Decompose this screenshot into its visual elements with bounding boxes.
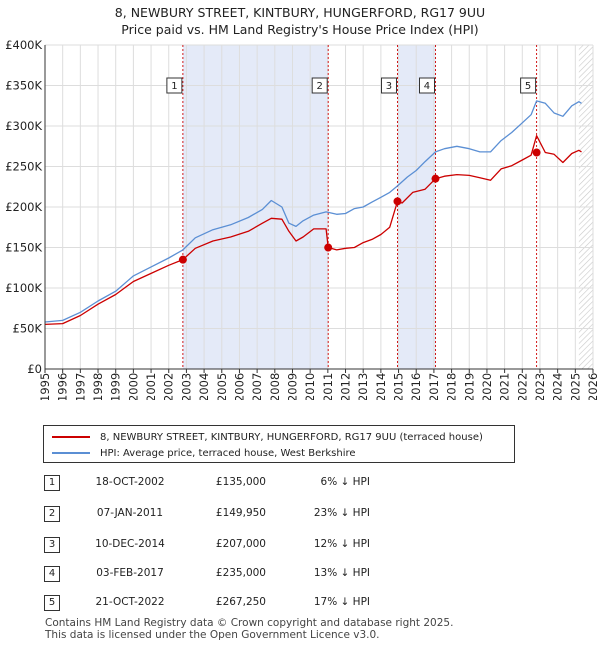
transaction-date: 10-DEC-2014 [95, 538, 165, 550]
x-tick-label: 2007 [250, 373, 264, 400]
chart-subtitle: Price paid vs. HM Land Registry's House … [121, 22, 479, 37]
footer: Contains HM Land Registry data © Crown c… [45, 617, 453, 641]
transaction-row: 1 18-OCT-2002 £135,000 6% ↓ HPI [0, 473, 600, 493]
transaction-row: 5 21-OCT-2022 £267,250 17% ↓ HPI [0, 593, 600, 613]
transaction-hpi: 13% ↓ HPI [313, 567, 370, 579]
x-tick-label: 2013 [356, 373, 370, 400]
transaction-date: 07-JAN-2011 [96, 507, 164, 519]
footer-copyright: Contains HM Land Registry data © Crown c… [45, 617, 454, 629]
sale-label-box [418, 77, 435, 94]
transaction-row: 3 10-DEC-2014 £207,000 12% ↓ HPI [0, 535, 600, 555]
transaction-price: £207,000 [215, 538, 266, 550]
chart-legend: 8, NEWBURY STREET, KINTBURY, HUNGERFORD,… [43, 425, 515, 463]
x-tick-label: 2006 [232, 373, 246, 400]
transaction-row: 2 07-JAN-2011 £149,950 23% ↓ HPI [0, 504, 600, 524]
transaction-row: 4 03-FEB-2017 £235,000 13% ↓ HPI [0, 564, 600, 584]
sale-point [532, 148, 541, 157]
x-tick-label: 2020 [480, 373, 494, 400]
sale-point [324, 243, 333, 252]
sale-label-box [520, 77, 537, 94]
sale-label-box [311, 77, 328, 94]
x-tick-label: 1998 [91, 373, 105, 400]
chart-title: 8, NEWBURY STREET, KINTBURY, HUNGERFORD,… [114, 5, 486, 20]
x-tick-label: 2021 [498, 373, 512, 400]
x-tick-label: 2000 [126, 373, 140, 400]
transaction-hpi: 12% ↓ HPI [313, 538, 370, 550]
y-tick-label: £300K [5, 119, 42, 133]
sale-label-text: 5 [525, 81, 531, 92]
transaction-price: £135,000 [215, 476, 266, 488]
sale-label-box [380, 77, 397, 94]
transaction-number: 1 [44, 475, 60, 491]
transaction-number: 3 [44, 537, 60, 553]
x-tick-label: 2026 [586, 373, 600, 400]
y-tick-label: £350K [5, 79, 42, 93]
transaction-number: 4 [44, 566, 60, 582]
y-tick-label: £100K [5, 281, 42, 295]
transaction-date: 03-FEB-2017 [96, 567, 164, 579]
sale-point [431, 174, 440, 183]
x-tick-label: 2024 [551, 373, 565, 400]
hpi-line [45, 100, 582, 323]
x-tick-label: 2018 [445, 373, 459, 400]
x-tick-label: 1997 [73, 373, 87, 400]
x-tick-label: 2009 [285, 373, 299, 400]
x-tick-label: 2011 [321, 373, 335, 400]
transaction-date: 21-OCT-2022 [95, 596, 165, 608]
sale-label-text: 1 [171, 81, 177, 92]
sale-point [178, 255, 187, 264]
x-tick-label: 2012 [339, 373, 353, 400]
footer-licence: This data is licensed under the Open Gov… [45, 629, 380, 641]
transaction-hpi: 17% ↓ HPI [313, 596, 370, 608]
x-tick-label: 2023 [533, 373, 547, 400]
x-tick-label: 2005 [215, 373, 229, 400]
y-tick-label: £400K [5, 38, 42, 52]
x-tick-label: 2014 [374, 373, 388, 400]
y-tick-label: £50K [13, 322, 43, 336]
x-tick-label: 2001 [144, 373, 158, 400]
x-tick-label: 2010 [303, 373, 317, 400]
sale-label-box [166, 77, 183, 94]
x-tick-label: 2022 [515, 373, 529, 400]
x-tick-label: 1996 [56, 373, 70, 400]
legend-hpi-swatch [52, 452, 90, 454]
sale-label-text: 4 [424, 81, 430, 92]
transaction-hpi: 23% ↓ HPI [313, 507, 370, 519]
x-tick-label: 2017 [427, 373, 441, 400]
transaction-price: £235,000 [215, 567, 266, 579]
x-tick-label: 2015 [392, 373, 406, 400]
x-tick-label: 2019 [462, 373, 476, 400]
legend-property-swatch [52, 436, 90, 438]
transaction-number: 2 [44, 506, 60, 522]
transaction-number: 5 [44, 595, 60, 611]
x-tick-label: 2002 [162, 373, 176, 400]
transaction-price: £149,950 [215, 507, 266, 519]
legend-hpi-label: HPI: Average price, terraced house, West… [100, 447, 356, 459]
sale-label-text: 2 [317, 81, 323, 92]
transaction-date: 18-OCT-2002 [95, 476, 165, 488]
x-tick-label: 2025 [568, 373, 582, 400]
sale-point [393, 197, 402, 206]
y-tick-label: £150K [5, 241, 42, 255]
x-tick-label: 2008 [268, 373, 282, 400]
price-chart: 1 2 3 4 5 £0 £50K £100K £150K £200K £250K £300K £35… [5, 38, 600, 400]
legend-property-label: 8, NEWBURY STREET, KINTBURY, HUNGERFORD,… [100, 431, 483, 443]
x-tick-label: 2016 [409, 373, 423, 400]
transaction-price: £267,250 [215, 596, 266, 608]
transaction-hpi: 6% ↓ HPI [320, 476, 370, 488]
x-tick-label: 2004 [197, 373, 211, 400]
y-tick-label: £0 [27, 362, 42, 376]
y-tick-label: £250K [5, 160, 42, 174]
x-tick-label: 1999 [109, 373, 123, 400]
sale-label-text: 3 [386, 81, 392, 92]
y-tick-label: £200K [5, 200, 42, 214]
x-tick-label: 2003 [179, 373, 193, 400]
x-tick-label: 1995 [38, 373, 52, 400]
